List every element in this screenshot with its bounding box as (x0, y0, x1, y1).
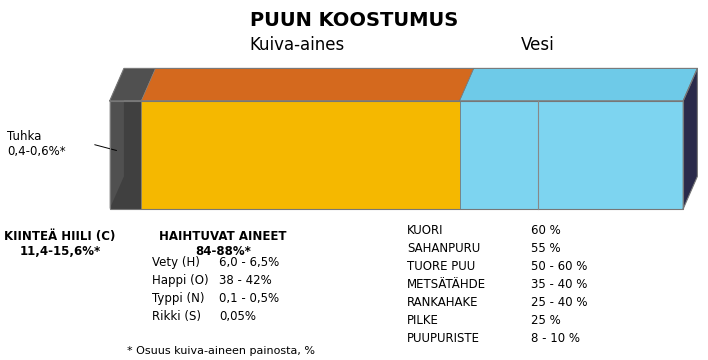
Text: PUUPURISTE: PUUPURISTE (407, 332, 480, 345)
Polygon shape (110, 68, 124, 209)
Text: 38 - 42%: 38 - 42% (219, 274, 273, 287)
Text: Vesi: Vesi (521, 36, 555, 54)
Text: METSÄTÄHDE: METSÄTÄHDE (407, 278, 486, 291)
Polygon shape (459, 68, 474, 101)
Text: 25 - 40 %: 25 - 40 % (531, 296, 588, 309)
Polygon shape (110, 68, 156, 101)
Bar (459, 101, 683, 209)
Text: Rikki (S): Rikki (S) (152, 310, 201, 323)
Text: SAHANPURU: SAHANPURU (407, 242, 480, 255)
Text: PUUN KOOSTUMUS: PUUN KOOSTUMUS (250, 11, 458, 30)
Text: 8 - 10 %: 8 - 10 % (531, 332, 580, 345)
Text: 0,05%: 0,05% (219, 310, 256, 323)
Polygon shape (683, 68, 697, 209)
Text: Typpi (N): Typpi (N) (152, 292, 205, 305)
Polygon shape (142, 68, 474, 101)
Text: HAIHTUVAT AINEET
84-88%*: HAIHTUVAT AINEET 84-88%* (159, 230, 287, 258)
Text: KIINTEÄ HIILI (C)
11,4-15,6%*: KIINTEÄ HIILI (C) 11,4-15,6%* (4, 230, 116, 258)
Text: 35 - 40 %: 35 - 40 % (531, 278, 588, 291)
Text: 50 - 60 %: 50 - 60 % (531, 260, 588, 273)
Text: Happi (O): Happi (O) (152, 274, 209, 287)
Polygon shape (459, 68, 697, 101)
Text: TUORE PUU: TUORE PUU (407, 260, 475, 273)
Text: PILKE: PILKE (407, 314, 439, 327)
Text: KUORI: KUORI (407, 224, 444, 237)
Text: Kuiva-aines: Kuiva-aines (250, 36, 345, 54)
Text: 55 %: 55 % (531, 242, 561, 255)
Bar (142, 101, 459, 209)
Text: 0,1 - 0,5%: 0,1 - 0,5% (219, 292, 280, 305)
Text: Vety (H): Vety (H) (152, 256, 200, 269)
Bar (110, 101, 142, 209)
Text: 60 %: 60 % (531, 224, 561, 237)
Text: * Osuus kuiva-aineen painosta, %: * Osuus kuiva-aineen painosta, % (127, 346, 316, 356)
Text: Tuhka
0,4-0,6%*: Tuhka 0,4-0,6%* (7, 130, 66, 158)
Bar (110, 101, 683, 209)
Text: RANKAHAKE: RANKAHAKE (407, 296, 479, 309)
Text: 6,0 - 6,5%: 6,0 - 6,5% (219, 256, 280, 269)
Text: 25 %: 25 % (531, 314, 561, 327)
